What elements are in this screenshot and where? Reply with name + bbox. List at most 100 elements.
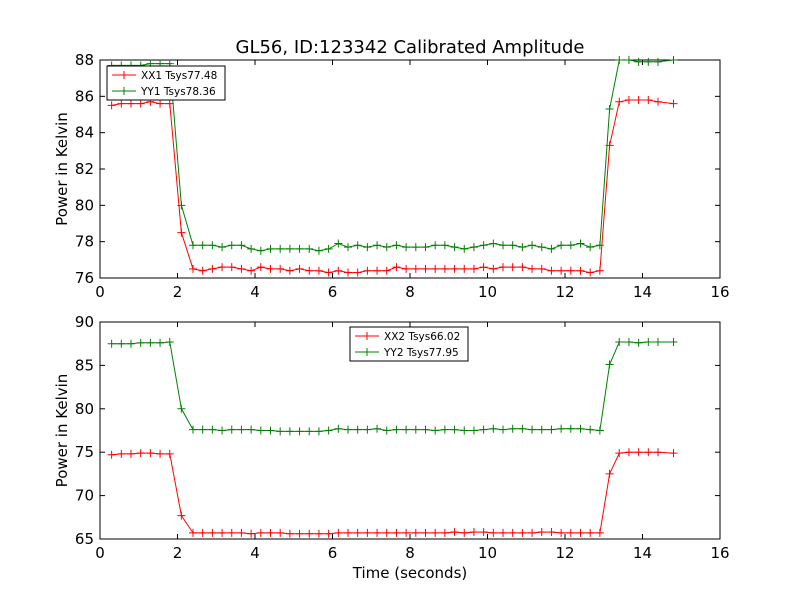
panel-1-series-2-point	[644, 57, 653, 66]
panel-1-legend-marker-1	[120, 71, 128, 79]
panel-1-series-1-point	[266, 264, 275, 273]
panel-1-series-1-point	[218, 263, 227, 272]
panel-1-series-1-point	[392, 263, 401, 272]
panel-2-series-2-line	[111, 341, 674, 432]
panel-2-series-1-point	[285, 529, 294, 538]
panel-2-series-1-point	[518, 528, 527, 537]
panel-2-series-1-point	[460, 528, 469, 537]
panel-2-series-1-point	[382, 528, 391, 537]
panel-1-series-1-point	[237, 264, 246, 273]
panel-2-y-tick-label: 80	[75, 400, 94, 418]
panel-1-series-2-point	[198, 241, 207, 250]
panel-2-series-2-point	[586, 425, 595, 434]
panel-1-x-tick-label: 12	[555, 283, 574, 301]
panel-1-series-1-point	[576, 266, 585, 275]
panel-2-series-2-point	[189, 425, 197, 434]
panel-1-series-1-point	[177, 228, 186, 237]
panel-1-series-1-point	[411, 264, 420, 273]
panel-2-series-2-point	[127, 339, 135, 348]
panel-1-series-2-point	[266, 244, 275, 253]
panel-1-series-2-point	[518, 243, 527, 252]
panel-2-series-1-point	[165, 449, 174, 458]
panel-1-series-2-point	[411, 243, 420, 252]
panel-2-series-2-point	[237, 425, 246, 434]
panel-2-legend-label-1: XX2 Tsys66.02	[384, 331, 460, 343]
panel-1-legend-marker-2	[120, 87, 128, 95]
panel-1-x-tick-label: 0	[95, 283, 105, 301]
panel-1-series-1-point	[247, 266, 256, 275]
panel-1-series-2-point	[305, 244, 314, 253]
panel-2-legend-box	[349, 326, 469, 362]
panel-1-series-1-point	[198, 266, 207, 275]
panel-2-series-2-point	[314, 427, 323, 436]
panel-1-series-2-point	[285, 244, 294, 253]
panel-2-series-1-point	[595, 528, 604, 537]
panel-1-series-2-point	[208, 241, 217, 250]
panel-2-y-axis-label: Power in Kelvin	[53, 374, 71, 488]
panel-2-series-2-point	[353, 425, 362, 434]
panel-1-series-2-point	[256, 246, 265, 255]
panel-2-series-2-point	[654, 337, 662, 346]
panel-2-series-2-point	[402, 425, 411, 434]
panel-2-series-1-point	[107, 450, 116, 459]
panel-1-series-1-point	[117, 99, 126, 108]
panel-1-series-1-point	[227, 263, 236, 272]
panel-1-series-2-point	[479, 241, 488, 250]
panel-2-series-1-point	[156, 449, 165, 458]
panel-2-series-2-point	[469, 426, 478, 435]
panel-2-series-1-point	[528, 528, 537, 537]
panel-2-series-2-point	[547, 425, 556, 434]
panel-2-series-1-point	[537, 528, 546, 537]
panel-2-series-1-point	[324, 529, 333, 538]
panel-2-series-2-point	[324, 426, 333, 435]
panel-1-series-1-point	[156, 99, 165, 108]
panel-2-series-2-point	[450, 425, 459, 434]
panel-1-series-2-point	[537, 243, 546, 252]
panel-1-series-1-point	[566, 266, 575, 275]
panel-1-series-1-point	[136, 99, 145, 108]
panel-2-series-1-point	[276, 528, 285, 537]
panel-1-x-tick-label: 10	[478, 283, 497, 301]
panel-1-series-2-point	[460, 244, 469, 253]
panel-2-y-tick-label: 85	[75, 356, 94, 374]
panel-2-legend-marker-2	[363, 348, 371, 356]
panel-2-series-1-point	[295, 529, 304, 538]
panel-2-series-2-point	[508, 424, 517, 433]
panel-1-x-tick-label: 6	[328, 283, 338, 301]
panel-1-series-2-point	[489, 239, 498, 248]
panel-1-series-1-point	[431, 264, 440, 273]
panel-2-series-1-point	[499, 528, 507, 537]
panel-1-series-1-point	[537, 264, 546, 273]
panel-1-series-1-point	[644, 95, 653, 104]
panel-1-series-2-point	[421, 243, 430, 252]
panel-2-series-2-point	[566, 424, 575, 433]
panel-2-series-1-point	[586, 528, 595, 537]
panel-2-series-1-point	[189, 528, 197, 537]
panel-2-series-2-point	[576, 424, 585, 433]
panel-2-series-2-point	[382, 426, 391, 435]
panel-2-series-2-point	[615, 337, 624, 346]
panel-2-series-2-point	[334, 424, 343, 433]
panel-2-series-2-point	[156, 338, 165, 347]
panel-1-series-2-point	[314, 246, 323, 255]
panel-2-series-1-point	[605, 469, 614, 478]
panel-2-series-1-point	[402, 528, 411, 537]
panel-1-series-1-point	[624, 95, 633, 104]
panel-1-series-1-point	[421, 264, 430, 273]
panel-2-series-1-point	[489, 528, 498, 537]
panel-2-series-1-line	[111, 451, 674, 535]
panel-2-series-1-point	[566, 528, 575, 537]
panel-2-series-2-point	[363, 425, 372, 434]
panel-2-series-1-point	[247, 529, 256, 538]
panel-1-series-1-point	[363, 266, 372, 275]
panel-1-y-tick-label: 88	[75, 51, 94, 69]
panel-2-y-tick-label: 65	[75, 530, 94, 548]
panel-1-series-2-point	[469, 243, 478, 252]
panel-1-series-1-point	[460, 264, 469, 273]
panel-2-series-1-point	[334, 528, 343, 537]
panel-1-series-1-point	[615, 97, 624, 106]
panel-2-series-2-point	[392, 425, 401, 434]
panel-2-series-2-point	[528, 425, 537, 434]
panel-2-x-tick-label: 16	[710, 544, 729, 562]
